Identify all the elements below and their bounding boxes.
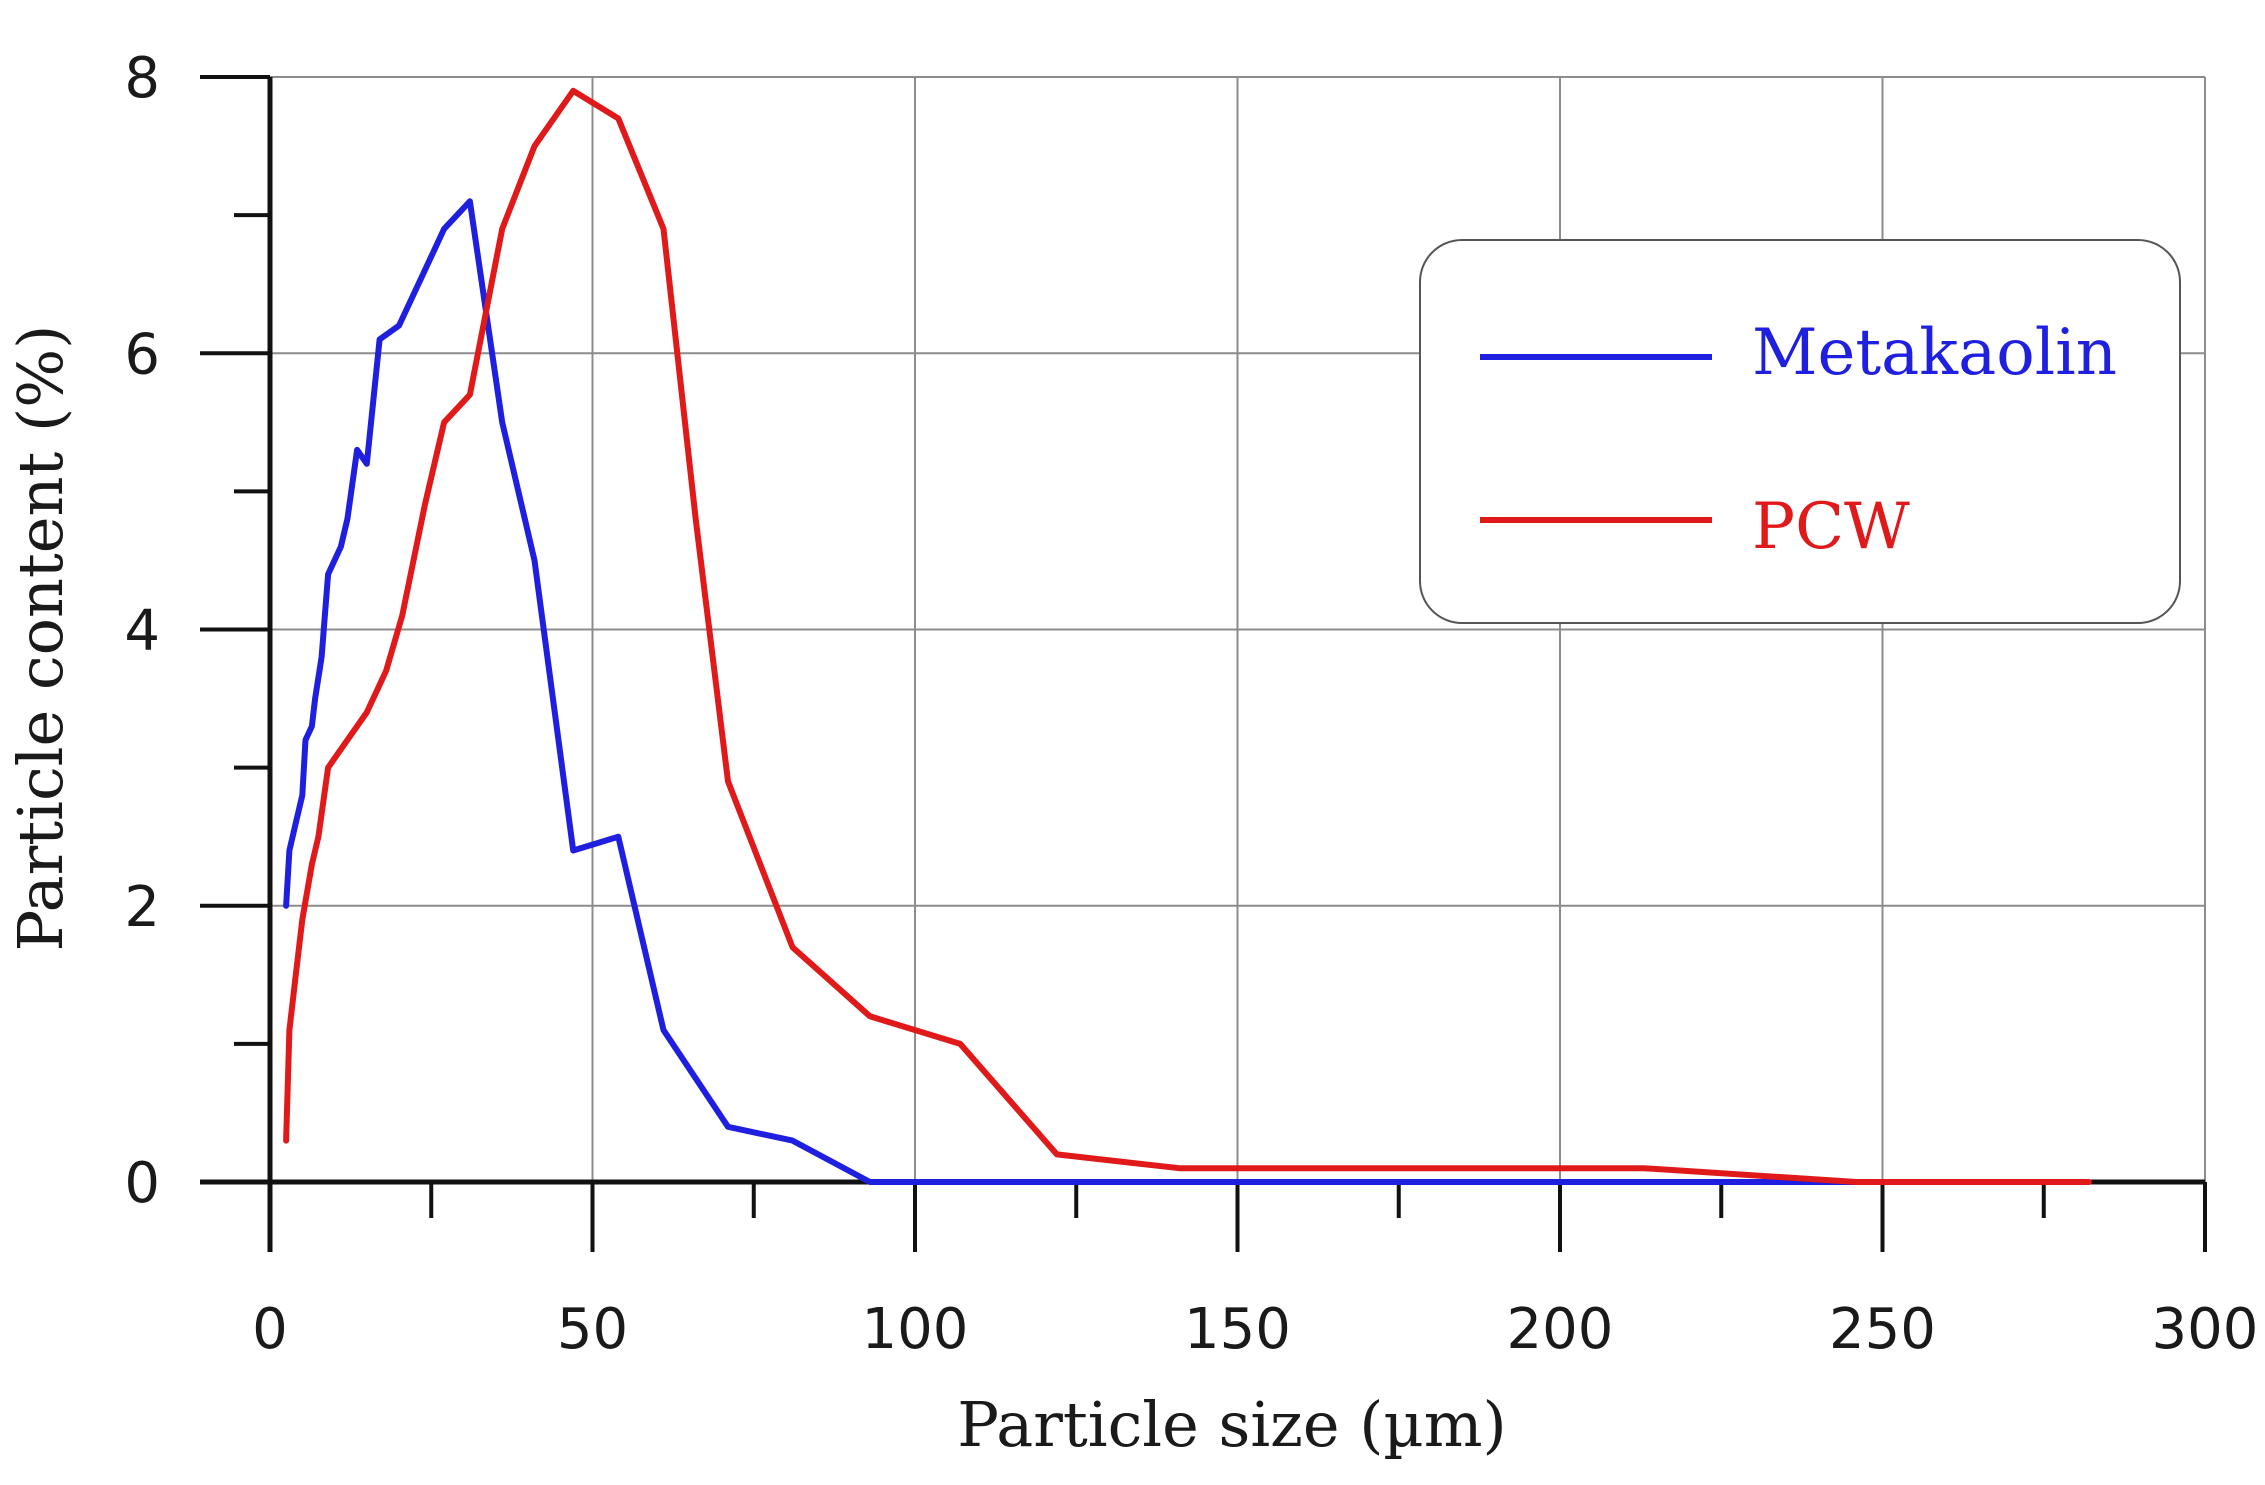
- y-tick-label: 8: [124, 46, 160, 111]
- series-line-pcw: [283, 87, 2092, 1185]
- x-tick-label: 150: [1184, 1297, 1291, 1362]
- x-tick-label: 300: [2152, 1297, 2259, 1362]
- series-line-metakaolin: [283, 198, 2079, 1185]
- legend-box: [1419, 239, 2181, 624]
- x-tick-label: 50: [557, 1297, 628, 1362]
- y-tick-label: 4: [124, 599, 160, 664]
- x-axis-title: Particle size (µm): [957, 1388, 1506, 1461]
- x-tick-label: 200: [1507, 1297, 1614, 1362]
- x-tick-label: 0: [252, 1297, 288, 1362]
- y-tick-label: 2: [124, 875, 160, 940]
- x-tick-label: 250: [1829, 1297, 1936, 1362]
- tick-labels: 0 50 100 150 200 250 300 0 2 4 6 8: [124, 46, 2258, 1362]
- legend: Metakaolin PCW: [1419, 239, 2181, 624]
- legend-label-pcw: PCW: [1752, 490, 1910, 564]
- legend-label-metakaolin: Metakaolin: [1752, 316, 2117, 390]
- data-series: [283, 87, 2092, 1185]
- x-tick-label: 100: [862, 1297, 969, 1362]
- y-tick-label: 0: [124, 1151, 160, 1216]
- y-axis-title: Particle content (%): [4, 325, 77, 952]
- y-tick-label: 6: [124, 322, 160, 387]
